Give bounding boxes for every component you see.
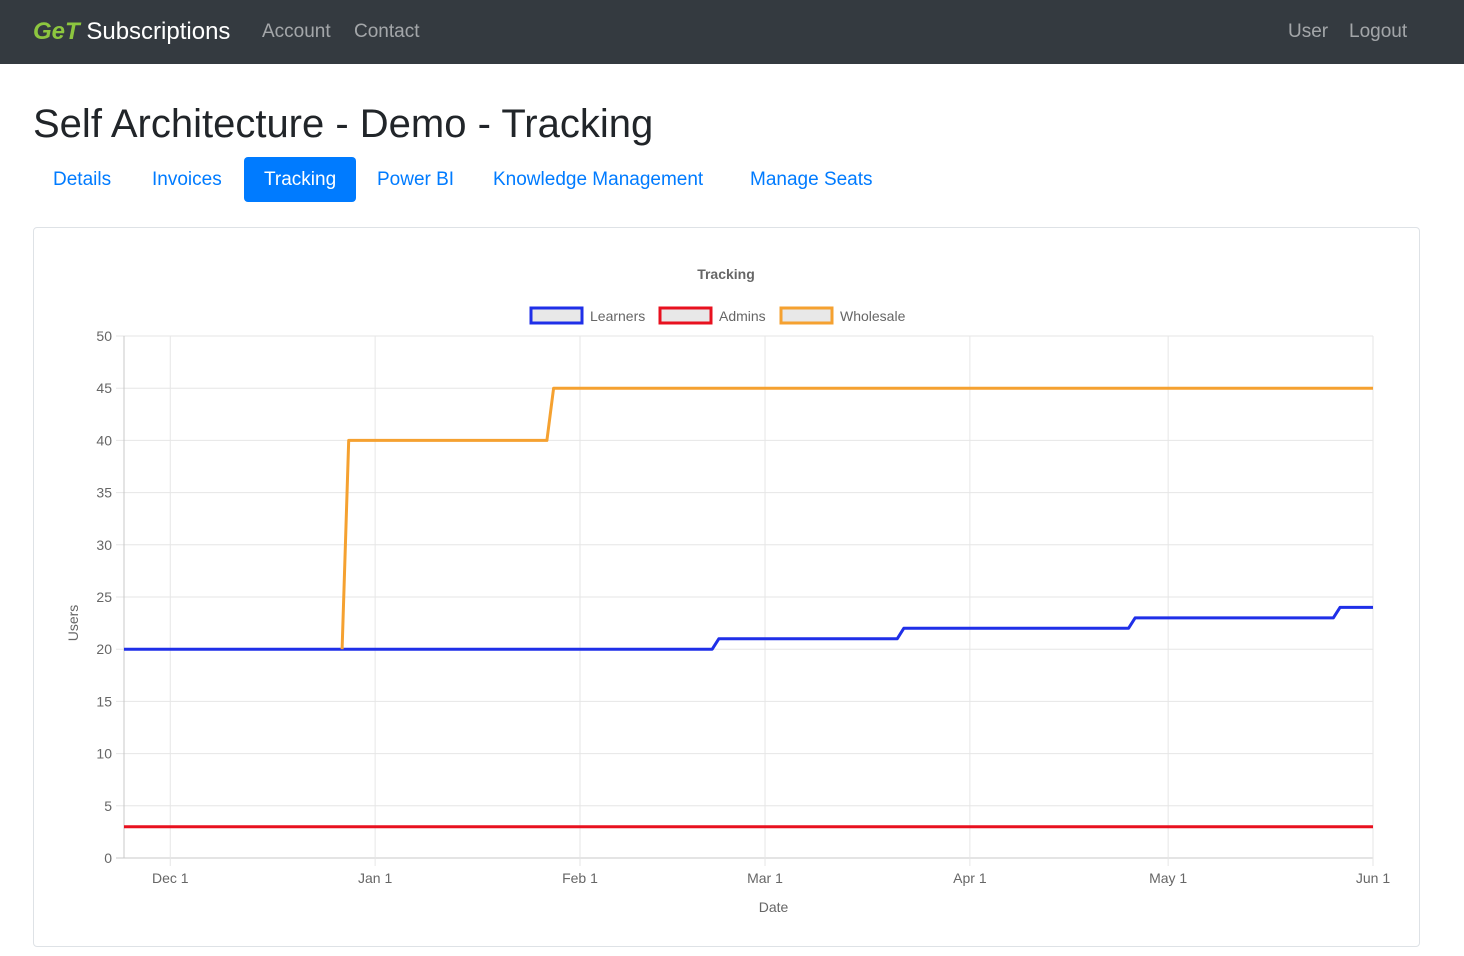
legend-swatch-wholesale [779,306,834,325]
legend-label-wholesale: Wholesale [840,308,906,324]
x-tick-label: Apr 1 [953,870,987,886]
x-tick-label: Jan 1 [358,870,392,886]
y-tick-label: 25 [96,589,112,605]
legend-label-learners: Learners [590,308,645,324]
tab-manage-seats[interactable]: Manage Seats [750,169,873,190]
legend-swatch-learners [529,306,584,325]
y-tick-label: 10 [96,746,112,762]
page-title: Self Architecture - Demo - Tracking [33,102,654,146]
x-tick-label: Jun 1 [1356,870,1390,886]
series-line-learners [124,605,1373,651]
x-tick-label: Dec 1 [152,870,189,886]
y-tick-label: 40 [96,432,112,448]
x-tick-label: Feb 1 [562,870,598,886]
y-tick-label: 50 [96,328,112,344]
x-tick-label: Mar 1 [747,870,783,886]
y-tick-label: 15 [96,693,112,709]
y-tick-label: 30 [96,537,112,553]
tab-tracking[interactable]: Tracking [244,157,357,202]
brand-accent-text: GeT [33,18,80,45]
tab-details[interactable]: Details [53,169,112,190]
nav-account-link[interactable]: Account [262,21,331,42]
nav-contact-link[interactable]: Contact [354,21,420,42]
y-tick-label: 0 [104,850,112,866]
x-tick-label: May 1 [1149,870,1187,886]
brand-name-text: Subscriptions [79,18,231,45]
tab-power-bi[interactable]: Power BI [377,169,455,190]
legend-swatch-admins [658,306,713,325]
tab-knowledge-management[interactable]: Knowledge Management [493,169,704,190]
top-navbar: GeT Subscriptions Account Contact User L… [0,0,1464,64]
legend-label-admins: Admins [719,308,766,324]
brand-logo[interactable]: GeT Subscriptions [33,17,230,47]
nav-user-link[interactable]: User [1288,21,1329,42]
chart-card: 0 5 10 15 20 25 30 35 40 45 50 Dec 1 Jan 1 Feb 1 Mar 1… [33,227,1420,947]
y-tick-label: 45 [96,380,112,396]
x-axis-title: Date [759,899,789,915]
y-tick-label: 5 [104,798,112,814]
series-line-wholesale [340,386,1373,650]
y-tick-label: 20 [96,641,112,657]
tab-invoices[interactable]: Invoices [152,169,222,190]
y-tick-label: 35 [96,485,112,501]
chart-title: Tracking [697,266,755,282]
tracking-chart: 0 5 10 15 20 25 30 35 40 45 50 Dec 1 Jan 1 Feb 1 Mar 1… [65,266,1390,915]
y-axis-title: Users [65,605,81,642]
nav-logout-link[interactable]: Logout [1349,21,1408,42]
